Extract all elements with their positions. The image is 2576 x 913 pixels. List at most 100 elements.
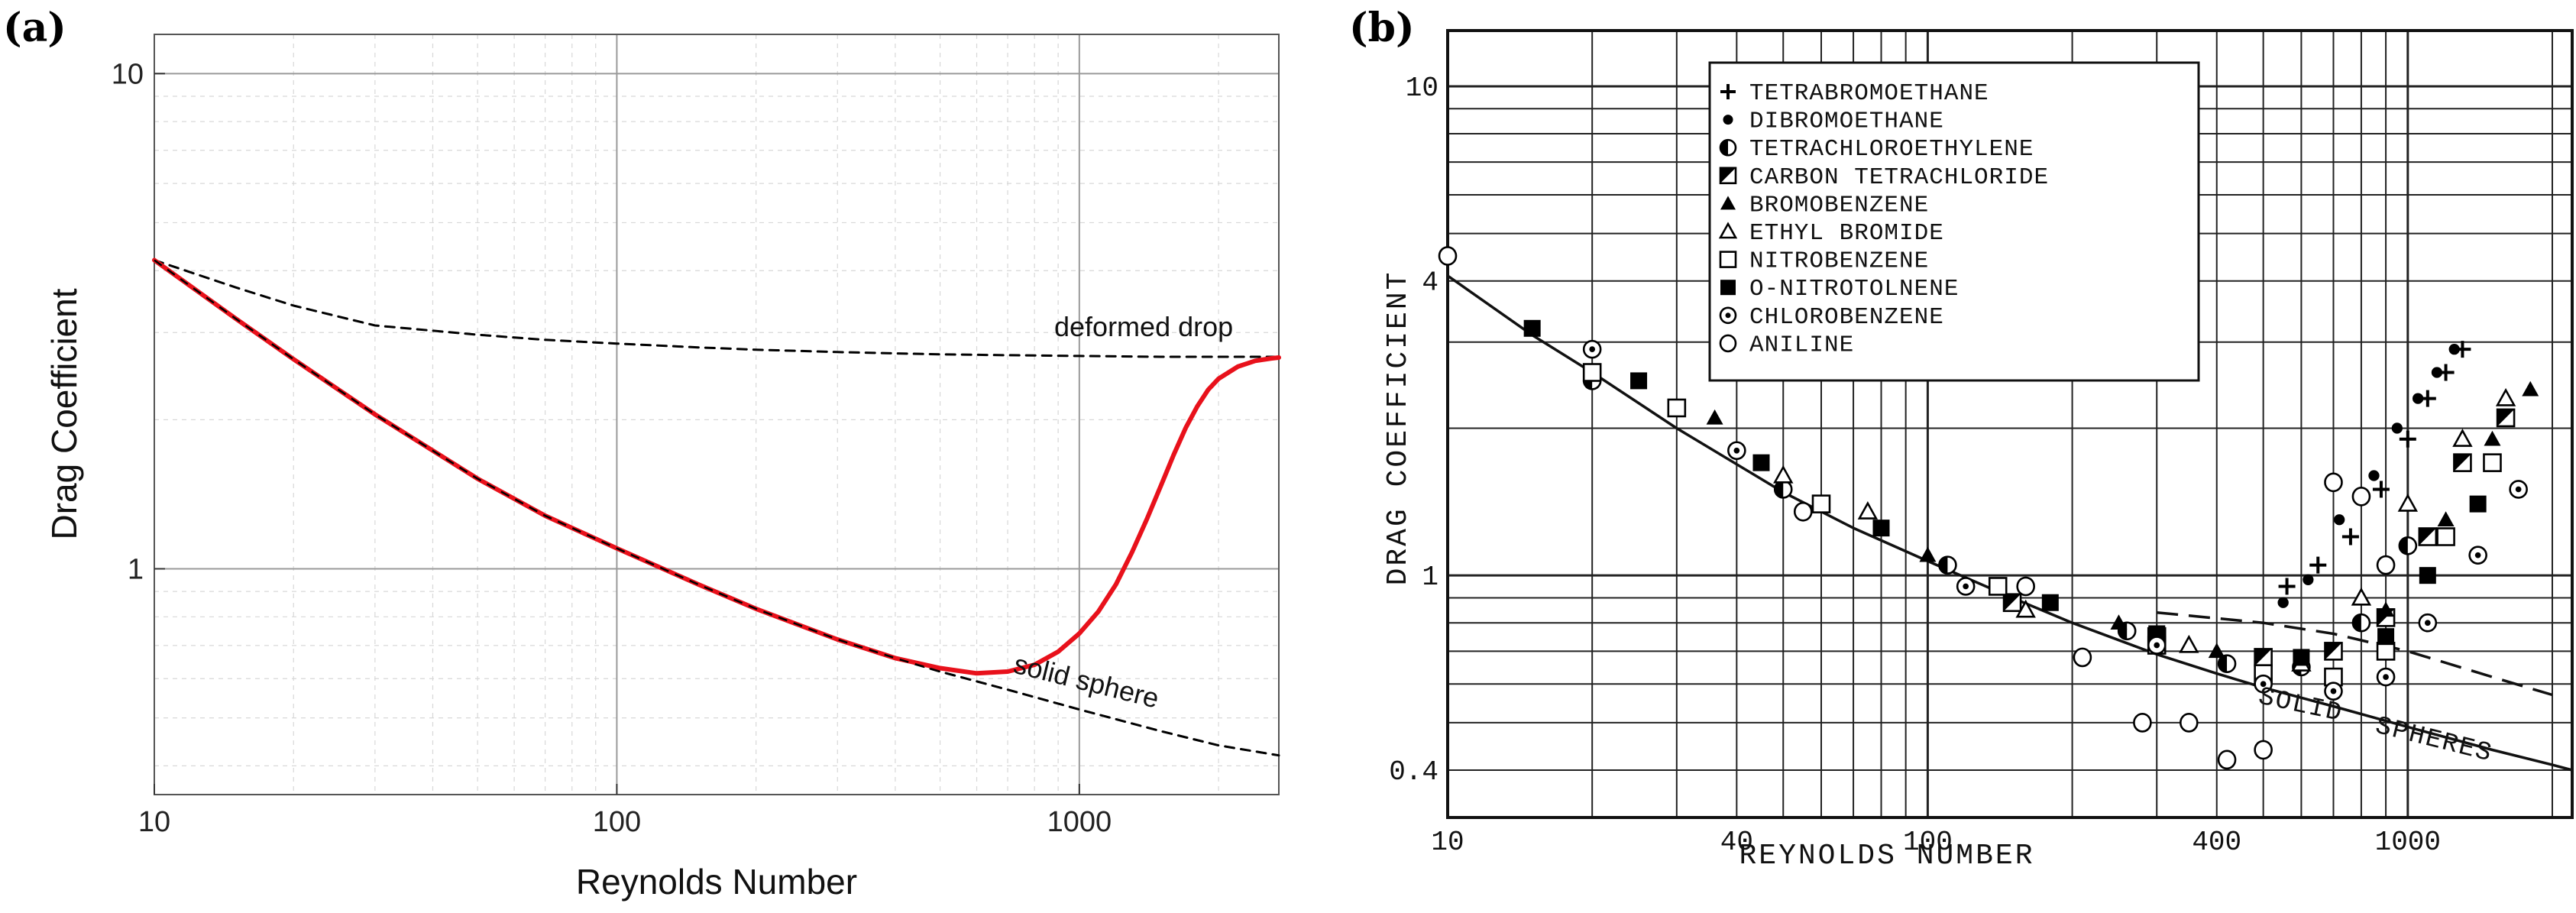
panel-b-point-o-nitrotolnene [1752, 454, 1770, 471]
panel-a-y-axis-label: Drag Coefficient [44, 288, 84, 539]
panel-b-point-bromobenzene [2522, 380, 2539, 397]
panel-b-point-tetrachloroethylene [2351, 613, 2371, 633]
panel-b-point-ethyl-bromide [2452, 429, 2473, 447]
panel-b-point-ethyl-bromide [2015, 599, 2036, 618]
panel-b-point-aniline [2376, 555, 2396, 575]
panel-b-legend-box [1708, 61, 2200, 382]
panel-b-y-tick-label: 4 [1422, 267, 1438, 299]
panel-a-label: (a) [3, 5, 66, 51]
panel-b-y-axis-label: DRAG COEFFICIENT [1382, 270, 1415, 586]
panel-b-point-bromobenzene [2484, 430, 2501, 446]
panel-b-legend-label-bromobenzene: BROMOBENZENE [1749, 192, 1929, 219]
panel-b-x-tick-label: 40 [1720, 827, 1753, 858]
panel-a-y-tick-label: 10 [112, 58, 144, 90]
panel-b-point-aniline [2180, 713, 2199, 733]
panel-b-point-aniline [2351, 487, 2371, 507]
panel-b-point-chlorobenzene [2509, 480, 2528, 499]
panel-b-point-o-nitrotolnene [1523, 319, 1541, 337]
panel-b-point-carbon-tetrachloride [2418, 527, 2438, 546]
panel-b-annotation-spheres: SPHERES [2372, 712, 2495, 769]
panel-b-point-tetrabromoethane [2309, 556, 2327, 574]
panel-b-point-o-nitrotolnene [1630, 372, 1648, 390]
panel-b-point-ethyl-bromide [2397, 493, 2419, 512]
panel-b-point-tetrabromoethane [2341, 528, 2359, 546]
panel-b-point-chlorobenzene [1727, 441, 1746, 461]
panel-b-y-tick-label: 0.4 [1389, 756, 1438, 788]
panel-b-point-o-nitrotolnene [2293, 649, 2310, 666]
panel-b-x-tick-label: 1000 [2375, 827, 2441, 858]
panel-b-point-tetrachloroethylene [1773, 480, 1793, 499]
panel-b-point-nitrobenzene [1667, 398, 1687, 418]
panel-b-point-carbon-tetrachloride [2496, 408, 2516, 428]
panel-b-point-nitrobenzene [2436, 527, 2455, 546]
panel-b-point-chlorobenzene [2418, 613, 2438, 633]
panel-b-point-bromobenzene [2377, 601, 2395, 617]
panel-b-point-tetrabromoethane [2399, 430, 2416, 448]
panel-b-label: (b) [1349, 5, 1415, 51]
panel-b-y-tick-label: 1 [1422, 562, 1438, 593]
panel-b-point-tetrachloroethylene [2217, 654, 2237, 674]
panel-a-x-axis-label: Reynolds Number [576, 862, 857, 902]
panel-b-legend-label-carbon-tetrachloride: CARBON TETRACHLORIDE [1749, 164, 2049, 191]
panel-b-point-bromobenzene [2208, 643, 2225, 659]
panel-b-point-dibromoethane [2391, 423, 2403, 434]
panel-a: (a) 10 100 1000 1 10 Reynolds Number Drag Co… [3, 5, 1281, 902]
panel-b-point-chlorobenzene [1582, 339, 1602, 359]
panel-b-curve-solid-spheres [1446, 274, 2573, 772]
panel-b-legend-label-chlorobenzene: CHLOROBENZENE [1749, 304, 1944, 331]
panel-b-point-bromobenzene [1706, 409, 1723, 425]
panel-b-point-carbon-tetrachloride [2254, 648, 2273, 667]
panel-b-point-nitrobenzene [1811, 494, 1831, 513]
panel-b-legend-label-aniline: ANILINE [1749, 332, 1854, 358]
panel-b-point-aniline [2217, 750, 2237, 770]
panel-b-point-o-nitrotolnene [1872, 520, 1890, 537]
panel-b-point-carbon-tetrachloride [2002, 593, 2022, 613]
panel-b-point-chlorobenzene [2468, 546, 2487, 565]
panel-b-point-chlorobenzene [2324, 682, 2343, 701]
panel-a-series-deformed-drop [153, 259, 1280, 358]
panel-a-annotation-deformed-drop: deformed drop [1054, 311, 1233, 342]
panel-b-point-chlorobenzene [2376, 667, 2396, 687]
panel-b-legend-label-nitrobenzene: NITROBENZENE [1749, 248, 1929, 275]
panel-b-point-chlorobenzene [2254, 674, 2273, 694]
panel-b-point-bromobenzene [2110, 614, 2128, 630]
panel-b-point-dibromoethane [2448, 343, 2460, 355]
panel-b-point-tetrabromoethane [2372, 481, 2390, 498]
panel-b-point-aniline [2016, 576, 2035, 597]
panel-b-point-dibromoethane [2334, 514, 2345, 526]
panel-a-ticks: 10 100 1000 1 10 [112, 58, 1112, 838]
panel-b-point-tetrachloroethylene [1938, 555, 1957, 575]
panel-b-legend-marker-tetrabromoethane [1720, 84, 1736, 99]
panel-b-point-nitrobenzene [2483, 453, 2502, 472]
panel-a-series [152, 257, 1281, 757]
panel-a-series-solid-sphere-overlay [154, 259, 1280, 756]
panel-b-legend: TETRABROMOETHANEDIBROMOETHANETETRACHLORO… [1708, 61, 2200, 382]
panel-a-y-tick-label: 1 [128, 553, 144, 585]
panel-a-x-tick-label: 100 [593, 806, 641, 838]
panel-b-point-dibromoethane [2431, 367, 2443, 378]
panel-b-point-bromobenzene [2437, 511, 2455, 527]
panel-b-curves [1446, 274, 2573, 772]
panel-b-x-tick-label: 10 [1431, 827, 1464, 858]
panel-b-point-o-nitrotolnene [2041, 594, 2059, 611]
panel-b-legend-marker-nitrobenzene [1719, 251, 1737, 268]
panel-a-frame [154, 34, 1280, 795]
panel-b-point-tetrachloroethylene [2398, 536, 2418, 555]
panel-b-point-tetrabromoethane [2278, 578, 2296, 595]
panel-a-plot-area [154, 34, 1279, 795]
panel-a-x-tick-label: 10 [138, 806, 170, 838]
panel-b-point-aniline [2133, 713, 2152, 733]
panel-b-point-aniline [2254, 740, 2273, 760]
panel-b-legend-marker-bromobenzene [1720, 196, 1736, 210]
panel-b-point-o-nitrotolnene [2469, 495, 2487, 513]
panel-b-point-carbon-tetrachloride [2324, 642, 2343, 661]
panel-b-point-ethyl-bromide [1857, 501, 1879, 520]
panel-b-point-carbon-tetrachloride [2453, 453, 2472, 472]
panel-b-point-ethyl-bromide [2495, 387, 2516, 406]
panel-b-curve-deformed [2157, 610, 2553, 697]
panel-b-legend-label-dibromoethane: DIBROMOETHANE [1749, 108, 1944, 135]
panel-b-legend-marker-carbon-tetrachloride [1719, 167, 1737, 185]
panel-b: (b) 10 40 100 400 1000 0.4 1 4 10 REYNOLDS NUMBE… [1349, 5, 2574, 873]
panel-b-legend-marker-aniline [1719, 334, 1737, 353]
panel-b-legend-label-o-nitrotolnene: O-NITROTOLNENE [1749, 276, 1959, 303]
